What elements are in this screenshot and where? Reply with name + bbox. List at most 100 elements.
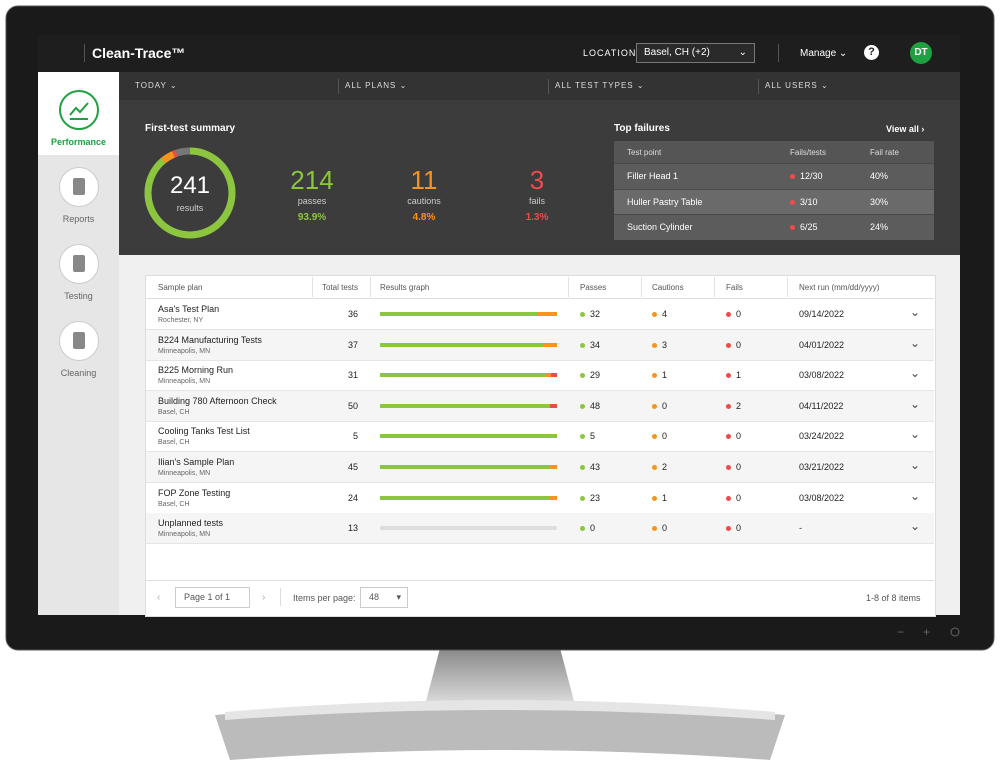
expand[interactable]: ⌄ — [910, 366, 921, 381]
total-label: results — [176, 203, 204, 213]
bar-segment — [549, 403, 557, 408]
plan-location: Basel, CH — [158, 408, 190, 416]
bar-segment — [537, 312, 557, 316]
bar-segment — [380, 403, 550, 408]
view-all[interactable]: View all › — [886, 124, 925, 134]
stat-value: 3 — [529, 165, 545, 195]
nav-icon[interactable] — [59, 321, 99, 361]
col-divider — [714, 277, 715, 297]
header-rule — [146, 298, 934, 299]
count-dot — [580, 403, 585, 409]
stat-value: 11 — [410, 165, 438, 195]
count-dot — [580, 526, 585, 532]
nav-icon[interactable] — [59, 167, 99, 207]
plan-location: Basel, CH — [158, 439, 190, 447]
count-dot — [580, 495, 585, 501]
count: 5 — [590, 431, 596, 442]
count: 43 — [590, 462, 601, 472]
plan-name[interactable]: Asa's Test Plan — [158, 304, 220, 314]
stat-pct: 93.9% — [297, 212, 327, 223]
nav-icon[interactable] — [59, 90, 99, 130]
row-rule — [146, 512, 934, 514]
filter[interactable]: ALL USERS ⌄ — [765, 81, 829, 90]
filter[interactable]: ALL PLANS ⌄ — [345, 81, 408, 90]
top-failures-title: Top failures — [614, 123, 670, 134]
bar-segment — [380, 312, 538, 316]
plan-name[interactable]: B225 Morning Run — [158, 365, 234, 376]
col-header: Cautions — [652, 283, 684, 292]
tf-cell: Huller Pastry Table — [627, 196, 703, 207]
plan-name[interactable]: FOP Zone Testing — [158, 487, 231, 498]
stat-label: fails — [528, 196, 545, 206]
bar-segment — [549, 495, 557, 500]
help[interactable]: ? — [864, 45, 879, 60]
tf-header: Fails/tests — [790, 148, 827, 157]
filter-divider — [758, 79, 759, 94]
nav-label[interactable]: Testing — [64, 291, 93, 301]
items-select[interactable]: 48 ▾ — [360, 587, 408, 608]
filter-bar — [119, 72, 960, 100]
filter[interactable]: ALL TEST TYPES ⌄ — [555, 81, 645, 90]
count: 32 — [590, 309, 601, 319]
location-select[interactable]: Basel, CH (+2) ⌄ — [636, 43, 755, 63]
expand[interactable]: ⌄ — [910, 335, 921, 350]
count: 1 — [662, 492, 668, 503]
row-rule — [146, 390, 934, 392]
app-header — [38, 35, 960, 72]
plan-name[interactable]: Building 780 Afternoon Check — [158, 395, 277, 406]
expand[interactable]: ⌄ — [910, 396, 921, 411]
expand[interactable]: ⌄ — [910, 458, 921, 472]
expand[interactable]: ⌄ — [910, 488, 921, 503]
nav-label[interactable]: Cleaning — [60, 368, 97, 378]
plans-card — [145, 275, 936, 617]
count: 4 — [662, 309, 668, 319]
count-dot — [652, 403, 657, 409]
plan-name[interactable]: B224 Manufacturing Tests — [158, 334, 262, 345]
plan-name[interactable]: Unplanned tests — [158, 518, 224, 529]
count-dot — [726, 526, 731, 532]
avatar[interactable]: DT — [910, 42, 932, 64]
filter-label: ALL PLANS — [345, 81, 397, 90]
col-divider — [787, 277, 788, 297]
manage-menu[interactable]: Manage ⌄ — [800, 48, 848, 59]
bar-segment — [380, 434, 557, 439]
next-run: 09/14/2022 — [799, 309, 845, 319]
bar-segment — [545, 373, 552, 378]
count: 0 — [590, 523, 596, 534]
expand[interactable]: ⌄ — [910, 519, 921, 534]
row-rule — [146, 420, 934, 422]
count: 1 — [662, 370, 668, 381]
expand[interactable]: ⌄ — [910, 305, 921, 319]
next-run: 03/08/2022 — [799, 370, 845, 381]
svg-text:−: − — [897, 625, 904, 639]
nav-icon[interactable] — [59, 244, 99, 284]
tf-cell: 40% — [870, 171, 889, 181]
tf-cell: 24% — [870, 222, 889, 233]
nav-label[interactable]: Performance — [50, 137, 107, 147]
tf-row — [614, 188, 934, 215]
plan-location: Minneapolis, MN — [158, 378, 211, 386]
plan-name[interactable]: Cooling Tanks Test List — [158, 426, 250, 437]
count-dot — [580, 312, 585, 317]
nav-label[interactable]: Reports — [62, 214, 95, 224]
count: 1 — [736, 370, 742, 381]
expand[interactable]: ⌄ — [910, 427, 921, 442]
total-tests: 36 — [347, 309, 358, 319]
filter-divider — [338, 79, 339, 94]
count: 0 — [736, 462, 742, 472]
total-tests: 50 — [347, 400, 358, 411]
total: 241 — [169, 172, 211, 199]
col-header: Sample plan — [158, 283, 203, 292]
count-dot — [726, 465, 731, 470]
donut-segment — [144, 147, 236, 239]
col-divider — [641, 277, 642, 297]
row-rule — [146, 451, 934, 453]
count: 0 — [662, 431, 668, 442]
filter[interactable]: TODAY ⌄ — [135, 81, 178, 90]
svg-text:+: + — [923, 625, 930, 639]
tf-cell: 12/30 — [800, 171, 823, 181]
plan-name[interactable]: Ilian's Sample Plan — [158, 457, 235, 467]
page-indicator[interactable]: Page 1 of 1 — [175, 587, 250, 608]
tf-header: Test point — [627, 148, 662, 157]
